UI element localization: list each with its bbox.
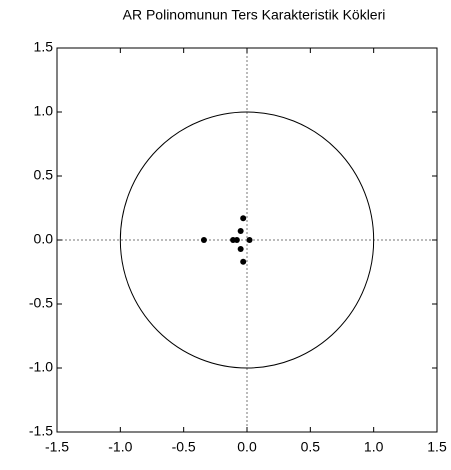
point xyxy=(240,258,247,265)
x-tick-label: 1.0 xyxy=(364,439,384,455)
y-tick-label: 0.5 xyxy=(34,167,54,183)
point xyxy=(233,237,240,243)
y-tick-label: -1.5 xyxy=(29,423,53,439)
point xyxy=(240,215,247,222)
point xyxy=(246,237,253,243)
point xyxy=(237,245,244,252)
x-tick-label: 0.0 xyxy=(237,439,257,455)
x-tick-label: -1.0 xyxy=(108,439,132,455)
y-tick-label: -0.5 xyxy=(29,295,53,311)
y-tick-label: 1.0 xyxy=(34,103,54,119)
chart-title: AR Polinomunun Ters Karakteristik Kökler… xyxy=(123,7,386,23)
x-tick-label: -1.5 xyxy=(45,439,69,455)
x-tick-label: 1.5 xyxy=(427,439,447,455)
unit-circle xyxy=(119,111,375,369)
y-tick-label: 1.5 xyxy=(34,39,54,55)
x-tick-label: 0.5 xyxy=(301,439,321,455)
x-tick-label: -0.5 xyxy=(172,439,196,455)
y-tick-label: -1.0 xyxy=(29,359,53,375)
point xyxy=(200,237,207,243)
point xyxy=(237,228,244,235)
y-tick-label: 0.0 xyxy=(34,231,54,247)
